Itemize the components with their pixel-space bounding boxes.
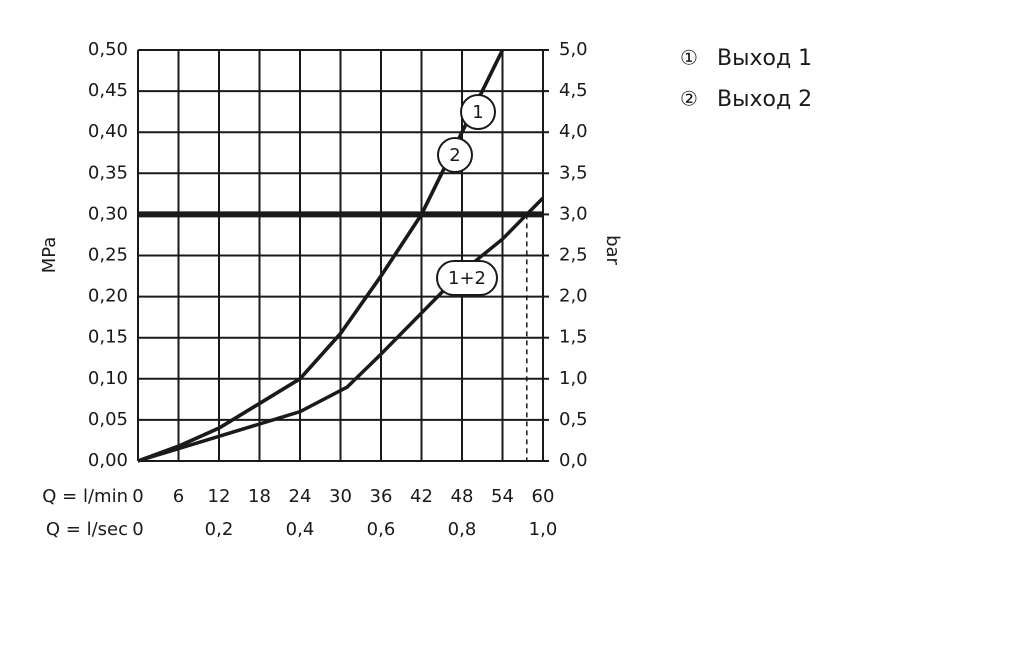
y2-tick-label: 4,0 bbox=[559, 121, 588, 142]
y2-axis-label: bar bbox=[602, 235, 623, 265]
x-axis-label: Q = l/min bbox=[42, 486, 128, 507]
x2-tick-label: 1,0 bbox=[529, 519, 558, 540]
y-tick-label: 0,15 bbox=[88, 327, 128, 348]
x2-axis-label: Q = l/sec bbox=[46, 519, 128, 540]
x-tick-label: 18 bbox=[248, 486, 271, 507]
y2-tick-label: 2,0 bbox=[559, 286, 588, 307]
x-tick-label: 60 bbox=[532, 486, 555, 507]
y-tick-label: 0,05 bbox=[88, 409, 128, 430]
legend-label: Выход 2 bbox=[717, 87, 812, 112]
y2-tick-label: 1,5 bbox=[559, 327, 588, 348]
x-tick-label: 42 bbox=[410, 486, 433, 507]
y2-tick-label: 4,5 bbox=[559, 80, 588, 101]
curve-tag: 1+2 bbox=[448, 268, 486, 289]
x-tick-label: 36 bbox=[370, 486, 393, 507]
x2-tick-label: 0,4 bbox=[286, 519, 315, 540]
y2-tick-label: 5,0 bbox=[559, 39, 588, 60]
y-axis-label: MPa bbox=[39, 237, 60, 274]
y-tick-label: 0,30 bbox=[88, 203, 128, 224]
curve-tag-frame bbox=[437, 137, 473, 173]
y-tick-label: 0,00 bbox=[88, 450, 128, 471]
y-tick-label: 0,50 bbox=[88, 39, 128, 60]
curve-tag-frame bbox=[436, 260, 498, 296]
x-tick-label: 24 bbox=[289, 486, 312, 507]
y-tick-label: 0,35 bbox=[88, 162, 128, 183]
curve-tag: 1 bbox=[472, 102, 483, 123]
x-tick-label: 30 bbox=[329, 486, 352, 507]
curve-tag-frame bbox=[460, 94, 496, 130]
y-tick-label: 0,40 bbox=[88, 121, 128, 142]
x-tick-label: 54 bbox=[491, 486, 514, 507]
y-tick-label: 0,25 bbox=[88, 245, 128, 266]
legend-label: Выход 1 bbox=[717, 46, 812, 71]
curve-tag: 2 bbox=[449, 145, 460, 166]
curve bbox=[137, 196, 545, 463]
x2-tick-label: 0,8 bbox=[448, 519, 477, 540]
x2-tick-label: 0 bbox=[132, 519, 143, 540]
y2-tick-label: 3,5 bbox=[559, 162, 588, 183]
y2-tick-label: 0,5 bbox=[559, 409, 588, 430]
y2-tick-label: 1,0 bbox=[559, 368, 588, 389]
x2-tick-label: 0,2 bbox=[205, 519, 234, 540]
curve bbox=[137, 49, 505, 463]
y-tick-label: 0,20 bbox=[88, 286, 128, 307]
x-tick-label: 48 bbox=[451, 486, 474, 507]
y2-tick-label: 3,0 bbox=[559, 203, 588, 224]
x2-tick-label: 0,6 bbox=[367, 519, 396, 540]
y2-tick-label: 2,5 bbox=[559, 245, 588, 266]
x-tick-label: 6 bbox=[173, 486, 184, 507]
y2-tick-label: 0,0 bbox=[559, 450, 588, 471]
legend-symbol: ① bbox=[680, 46, 698, 70]
y-tick-label: 0,45 bbox=[88, 80, 128, 101]
x-tick-label: 12 bbox=[208, 486, 231, 507]
y-tick-label: 0,10 bbox=[88, 368, 128, 389]
legend-symbol: ② bbox=[680, 87, 698, 111]
x-tick-label: 0 bbox=[132, 486, 143, 507]
